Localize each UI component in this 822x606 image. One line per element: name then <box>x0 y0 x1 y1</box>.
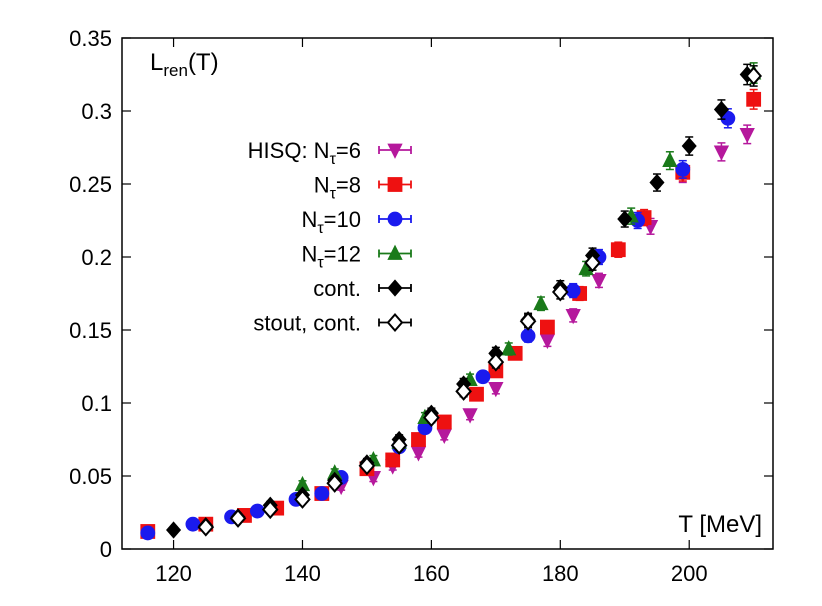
legend-label: cont. <box>313 276 361 301</box>
legend-entry: cont. <box>313 276 412 301</box>
data-point <box>229 508 247 528</box>
axis-tick-labels: 120 140 160 180 200 0 0.05 0.1 0.15 0.2 0.25 0.3 0.3… <box>69 26 707 586</box>
y-tick-label: 0.25 <box>69 172 112 197</box>
data-point <box>675 161 691 177</box>
data-point <box>455 381 472 401</box>
data-point <box>745 66 762 86</box>
data-point <box>261 500 279 520</box>
data-point <box>610 242 626 258</box>
y-axis-label: Lren(T) <box>150 49 219 80</box>
data-point <box>166 521 182 539</box>
x-tick-label: 180 <box>542 561 579 586</box>
legend-label: Nτ=12 <box>301 242 361 272</box>
legend-label: Nτ=10 <box>301 207 361 237</box>
data-point <box>410 446 427 462</box>
data-point <box>746 91 762 107</box>
data-point <box>469 386 484 402</box>
legend-marker <box>387 211 403 227</box>
series-5 <box>197 65 762 537</box>
data-point <box>197 517 215 537</box>
plot-area <box>121 37 774 550</box>
y-tick-label: 0.3 <box>81 99 112 124</box>
data-point <box>385 452 401 468</box>
data-point <box>539 333 556 350</box>
legend-marker <box>386 312 404 333</box>
data-point <box>713 145 730 161</box>
data-point <box>551 282 569 302</box>
x-tick-label: 200 <box>671 561 708 586</box>
series-4 <box>166 63 755 539</box>
data-point <box>488 381 504 398</box>
data-point <box>540 319 555 335</box>
legend-entry: stout, cont. <box>253 311 412 336</box>
x-tick-label: 140 <box>284 561 321 586</box>
y-tick-label: 0.2 <box>81 245 112 270</box>
data-point <box>462 408 478 424</box>
legend-entry: HISQ: Nτ=6 <box>248 138 412 168</box>
legend: HISQ: Nτ=6 Nτ=8 Nτ=10 Nτ=12 cont. stout, cont… <box>248 138 412 336</box>
x-axis-label: T [MeV] <box>678 511 762 538</box>
legend-label: Nτ=8 <box>314 173 361 203</box>
data-point <box>390 435 408 455</box>
data-point <box>436 428 452 445</box>
legend-marker <box>387 177 403 192</box>
data-point <box>475 369 491 385</box>
data-point <box>185 516 201 532</box>
data-point <box>501 340 517 356</box>
data-point <box>565 283 581 298</box>
data-point <box>249 503 265 519</box>
data-point <box>533 294 549 311</box>
plot-border <box>121 37 774 550</box>
legend-label: HISQ: Nτ=6 <box>248 138 361 168</box>
data-point <box>326 473 344 493</box>
legend-marker <box>387 279 403 297</box>
data-point <box>681 137 697 155</box>
data-point <box>520 328 536 344</box>
data-point <box>423 408 440 428</box>
data-marks <box>140 62 762 541</box>
data-point <box>519 311 537 331</box>
data-point <box>294 489 311 509</box>
data-point <box>140 525 156 541</box>
data-point <box>591 273 607 290</box>
data-point <box>358 456 376 476</box>
y-tick-label: 0 <box>100 537 112 562</box>
axis-ticks <box>122 37 773 550</box>
series-3 <box>294 62 762 492</box>
data-point <box>617 210 633 228</box>
legend-label: stout, cont. <box>253 311 361 336</box>
data-point <box>713 100 729 119</box>
data-point <box>411 432 426 447</box>
y-tick-label: 0.05 <box>69 464 112 489</box>
y-tick-label: 0.1 <box>81 391 112 416</box>
data-point <box>739 127 755 144</box>
x-tick-label: 120 <box>155 561 192 586</box>
legend-entry: Nτ=10 <box>301 207 412 237</box>
legend-marker <box>387 244 403 260</box>
data-point <box>565 308 581 325</box>
legend-marker <box>387 143 403 159</box>
data-point <box>584 253 601 273</box>
data-point <box>487 352 505 372</box>
x-tick-label: 160 <box>413 561 450 586</box>
legend-entry: Nτ=12 <box>301 242 412 272</box>
data-point <box>649 173 665 192</box>
y-tick-label: 0.15 <box>69 318 112 343</box>
data-point <box>662 151 678 168</box>
series-2 <box>140 108 736 541</box>
y-tick-label: 0.35 <box>69 26 112 51</box>
data-point <box>314 486 330 501</box>
legend-entry: Nτ=8 <box>314 173 412 203</box>
data-point <box>436 414 452 430</box>
